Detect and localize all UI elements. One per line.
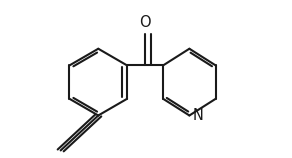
Text: O: O <box>139 15 151 30</box>
Text: N: N <box>193 108 204 123</box>
